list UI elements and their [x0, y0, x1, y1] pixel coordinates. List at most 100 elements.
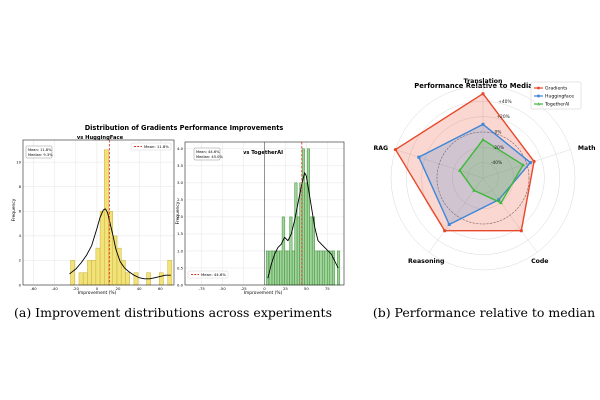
- radar-point-gradients: [532, 159, 536, 164]
- ta-ylabel: Frequency: [175, 201, 181, 224]
- ta-bar: [316, 250, 320, 286]
- ta-legend: Mean: 44.6%: [187, 270, 229, 279]
- histogram-huggingface: vs HuggingFace Improvement (%) Frequency…: [11, 135, 175, 296]
- radar-point-gradients: [481, 92, 485, 96]
- ta-bar: [301, 148, 305, 286]
- ta-bar: [286, 250, 290, 286]
- ta-bar: [306, 148, 310, 286]
- hf-ytick-label: 8: [19, 184, 22, 189]
- hf-bar: [99, 211, 105, 286]
- hf-stats-box: Mean: 11.8% Median: 9.3%: [25, 145, 53, 159]
- radar-legend-label-gradients: Gradients: [545, 86, 568, 92]
- radar-point-huggingface: [447, 223, 451, 227]
- ta-bar: [324, 250, 328, 286]
- radar-title: Performance Relative to Median: [414, 82, 538, 90]
- ta-xtick-label: -25: [240, 286, 247, 291]
- histogram-suptitle: Distribution of Gradients Performance Im…: [85, 124, 284, 132]
- hf-xtick-label: 0: [96, 286, 99, 291]
- ta-ytick-label: 1.5: [177, 231, 184, 236]
- radar-tick-label: -20%: [493, 145, 504, 151]
- hf-xlabel: Improvement (%): [78, 290, 117, 296]
- hf-bar: [95, 247, 101, 286]
- hf-axes-frame: [22, 139, 175, 286]
- ta-bar: [276, 250, 280, 286]
- ta-ytick-label: 3.5: [177, 163, 184, 168]
- hf-xtick-label: 60: [158, 286, 163, 291]
- radar-point-togetherai: [481, 137, 485, 141]
- hf-ytick-label: 4: [19, 233, 22, 238]
- ta-bar: [281, 216, 285, 286]
- radar-point-gradients: [443, 229, 447, 233]
- radar-tick-label: +40%: [498, 99, 511, 105]
- hf-stats-mean: Mean: 11.8%: [28, 148, 52, 152]
- hf-bar: [78, 272, 84, 286]
- ta-ytick-label: 4.0: [177, 146, 184, 151]
- hf-kde-line: [69, 208, 171, 280]
- radar-axis-label-reasoning: Reasoning: [408, 258, 444, 265]
- hf-bar: [158, 272, 164, 286]
- hf-legend-mean-label: Mean: 11.8%: [144, 144, 169, 149]
- radar-legend-frame: [530, 81, 582, 110]
- ta-bar: [296, 216, 300, 286]
- ta-stats-mean: Mean: 44.6%: [196, 150, 220, 154]
- ta-stats-box: Mean: 44.6% Median: 45.0%: [193, 147, 223, 161]
- radar-point-huggingface: [528, 161, 532, 165]
- hf-bar: [91, 260, 97, 286]
- ta-stats-median: Median: 45.0%: [196, 155, 223, 159]
- hf-xtick-label: -40: [52, 286, 59, 291]
- hf-legend-frame: [130, 142, 172, 151]
- left-caption: (a) Improvement distributions across exp…: [14, 305, 332, 320]
- radar-axis-label-math: Math: [578, 145, 596, 152]
- radar-tick-label: -40%: [491, 160, 502, 166]
- ta-ytick-label: 0.5: [177, 265, 184, 270]
- radar-series-gradients: [394, 92, 535, 232]
- ta-xlabel: Improvement (%): [244, 290, 283, 296]
- ta-bar: [265, 250, 269, 286]
- histogram-togetherai: vs TogetherAI Improvement (%) Frequency …: [175, 141, 345, 296]
- radar-legend-label-huggingface: Huggingface: [545, 94, 574, 100]
- hf-bar: [87, 260, 92, 286]
- hf-ytick-label: 10: [16, 159, 21, 164]
- ta-bar: [309, 216, 313, 286]
- hf-title: vs HuggingFace: [77, 135, 124, 141]
- hf-bar: [82, 272, 88, 286]
- hf-ytick-label: 0: [19, 282, 22, 287]
- hf-ytick-label: 6: [19, 209, 22, 214]
- hf-bar: [104, 149, 109, 286]
- ta-bar: [284, 250, 288, 286]
- ta-ytick-label: 1.0: [177, 248, 184, 253]
- ta-bar: [304, 182, 308, 286]
- ta-kde-line: [267, 172, 339, 279]
- ta-bar: [291, 250, 295, 286]
- radar-legend-marker-togetherai: [536, 102, 541, 106]
- ta-bar: [319, 250, 323, 286]
- hf-stats-median: Median: 9.3%: [28, 153, 53, 157]
- radar-point-togetherai: [457, 168, 462, 172]
- hf-xtick-label: -20: [73, 286, 80, 291]
- hf-ylabel: Frequency: [11, 198, 17, 221]
- hf-stats-box-frame: [25, 145, 53, 159]
- radar-median-circle: [436, 131, 530, 225]
- ta-xtick-label: -50: [220, 286, 227, 291]
- hf-ytick-label: 2: [19, 258, 22, 263]
- ta-legend-mean-label: Mean: 44.6%: [201, 272, 226, 277]
- ta-xtick-label: 50: [304, 286, 309, 291]
- radar-tick-label: +20%: [496, 114, 509, 120]
- hf-xtick-label: -60: [30, 286, 37, 291]
- ta-bar: [294, 182, 298, 286]
- ta-title: vs TogetherAI: [243, 150, 283, 156]
- ta-xtick-label: -75: [199, 286, 206, 291]
- radar-point-huggingface: [497, 198, 501, 202]
- ta-bar: [279, 250, 283, 286]
- radar-legend: Gradients Huggingface TogetherAI: [530, 81, 582, 110]
- radar-point-huggingface: [417, 155, 421, 159]
- ta-bar: [274, 250, 278, 286]
- radar-point-gradients: [519, 229, 523, 233]
- radar-point-togetherai: [499, 200, 503, 205]
- radar-legend-marker-gradients: [537, 86, 540, 90]
- ta-ytick-label: 0.0: [177, 282, 184, 287]
- hf-legend: Mean: 11.8%: [130, 142, 172, 151]
- radar-series-togetherai: [458, 138, 524, 204]
- ta-ytick-label: 2.0: [177, 214, 184, 219]
